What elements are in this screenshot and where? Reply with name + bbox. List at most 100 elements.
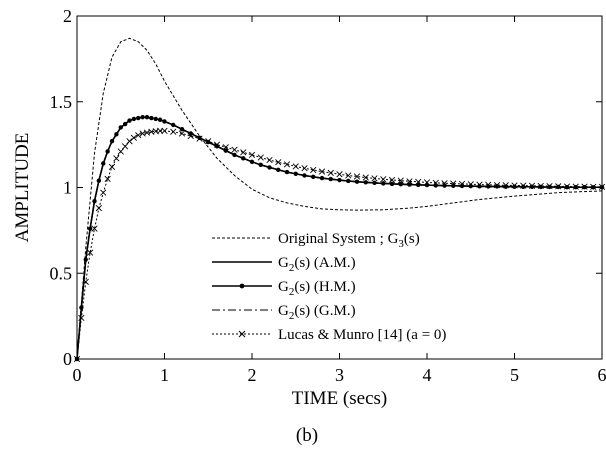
series-5-point (345, 172, 352, 179)
series-5-point (104, 175, 111, 183)
series-5-point (100, 189, 107, 196)
series-5-point (371, 175, 378, 182)
series-5-point (432, 179, 439, 186)
series-5-point (563, 183, 571, 190)
series-5-point (441, 180, 448, 187)
series-5-point (266, 156, 273, 164)
series-5-point (476, 181, 483, 188)
series-5-point (537, 182, 544, 190)
series-5-point (187, 132, 194, 140)
series-3-point (118, 125, 123, 130)
series-5-point (406, 178, 413, 185)
series-5-point (292, 163, 299, 170)
legend-label-rest: (s) (G.M.) (294, 303, 355, 319)
legend-label-main: Lucas & Munro [14] (a = 0) (278, 327, 446, 343)
series-3-point (157, 117, 163, 122)
series-5-point (353, 173, 361, 180)
series-5-point (555, 183, 562, 190)
x-tick-label: 1 (160, 365, 169, 385)
series-5-point (91, 225, 98, 232)
series-5-point (511, 182, 518, 189)
series-5-point (380, 176, 387, 183)
y-tick-label: 1.5 (50, 92, 73, 112)
series-5-point (82, 278, 89, 285)
series-5-point (590, 183, 597, 190)
legend-label-main: Original System ; G (278, 231, 399, 247)
series-5-point (467, 181, 474, 188)
series-5-point (336, 171, 343, 178)
series-3-point (346, 178, 351, 184)
x-tick-label: 6 (598, 365, 606, 385)
series-5-point (126, 138, 133, 145)
legend-marker-5 (238, 330, 246, 338)
legend-marker-3 (239, 283, 245, 289)
legend-label-rest: (s) (A.M.) (294, 255, 355, 271)
series-5-point (283, 161, 291, 168)
legend-label-2: G2(s) (A.M.) (278, 255, 356, 274)
series-5-point (157, 127, 164, 135)
series-5-point (95, 204, 102, 212)
y-tick-label: 2 (63, 6, 72, 26)
legend-label-main: G (278, 303, 289, 319)
series-5-point (130, 134, 137, 141)
series-3-point (149, 115, 154, 121)
series-3-point (372, 180, 377, 186)
series-5-point (450, 180, 457, 187)
series-5-point (117, 148, 124, 155)
series-3-point (109, 138, 115, 144)
legend-label-5: Lucas & Munro [14] (a = 0) (278, 327, 446, 343)
legend-label-main: G (278, 255, 289, 271)
x-tick-label: 5 (510, 365, 519, 385)
series-5-point (327, 169, 334, 177)
series-3-point (293, 171, 298, 176)
y-axis-label: AMPLITUDE (12, 133, 33, 243)
series-5-point (170, 128, 177, 135)
x-tick-label: 4 (423, 365, 432, 385)
series-3-point (249, 159, 255, 164)
series-line-1 (76, 37, 603, 360)
series-3-point (276, 167, 281, 173)
series-5-point (240, 149, 247, 156)
series-5-point (248, 151, 256, 159)
series-5-point (362, 174, 369, 181)
series-3-point (267, 165, 272, 170)
series-5-point (178, 130, 186, 137)
series-3-point (407, 182, 412, 187)
x-axis-label: TIME (secs) (292, 388, 388, 409)
legend: Original System ; G3(s)G2(s) (A.M.)G2(s)… (212, 231, 446, 343)
series-line-4 (76, 116, 602, 360)
series-3-point (328, 176, 333, 182)
series-5-point (196, 135, 203, 142)
series-layer (73, 37, 606, 363)
series-5-point (415, 178, 422, 185)
series-5-point (423, 179, 431, 186)
series-5-point (161, 127, 168, 135)
series-5-point (231, 146, 238, 153)
legend-label-rest: (s) (H.M.) (294, 279, 355, 295)
series-5-point (78, 314, 85, 321)
series-5-point (502, 182, 509, 189)
series-5-point (546, 183, 553, 190)
legend-label-main: G (278, 279, 289, 295)
series-5-point (108, 163, 116, 171)
series-3-point (232, 152, 237, 158)
series-3-point (206, 139, 211, 145)
x-tick-label: 0 (73, 365, 82, 385)
series-3-point (131, 116, 137, 122)
series-5-point (458, 180, 466, 188)
series-5-point (135, 132, 142, 139)
legend-label-rest: (s) (404, 231, 420, 247)
series-3-point (92, 199, 97, 204)
series-5-point (493, 181, 501, 189)
series-5-point (581, 183, 588, 190)
series-5-point (485, 181, 492, 188)
y-tick-label: 0.5 (50, 263, 73, 283)
y-tick-label: 0 (63, 349, 72, 369)
legend-label-3: G2(s) (H.M.) (278, 279, 356, 298)
series-5-point (397, 177, 404, 184)
series-5-point (113, 155, 120, 162)
series-5-point (87, 249, 94, 256)
legend-label-subscript: 2 (289, 310, 295, 322)
series-5-point (388, 176, 396, 184)
series-5-point (572, 183, 579, 190)
